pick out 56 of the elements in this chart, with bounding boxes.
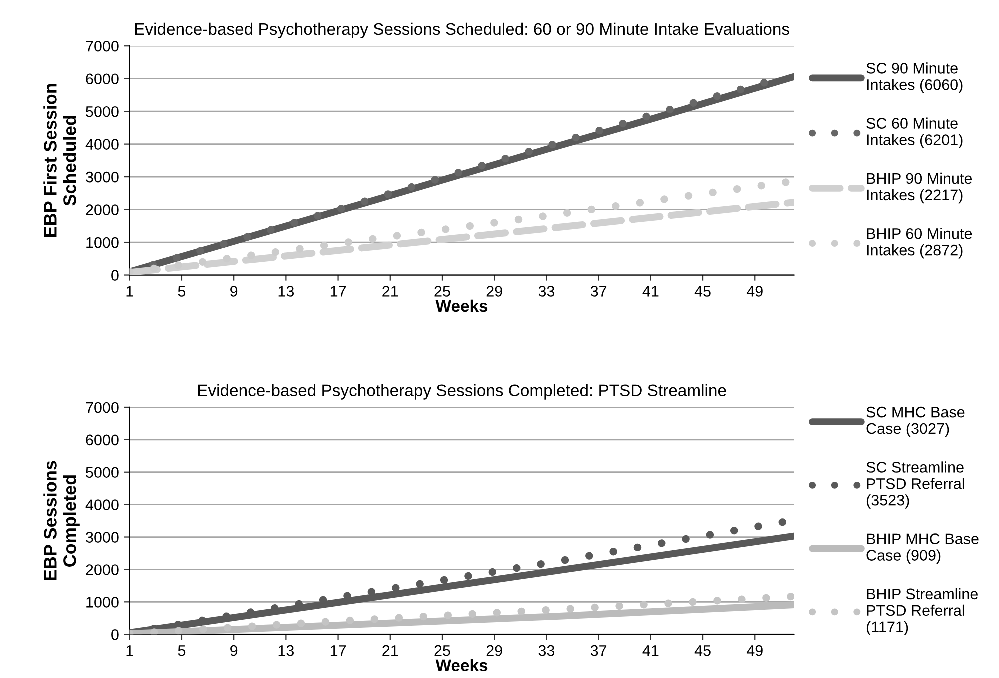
- y-tick-label: 6000: [86, 434, 119, 446]
- x-tick-label: 17: [330, 286, 346, 297]
- y-tick-label: 4000: [86, 139, 119, 150]
- x-tick-label: 33: [538, 286, 555, 297]
- legend-label: BHIP 60 Minute Intakes (2872): [867, 228, 972, 259]
- x-tick-label: 49: [746, 645, 763, 656]
- x-axis-title: Weeks: [436, 300, 488, 312]
- y-tick-label: 7000: [86, 40, 119, 52]
- y-tick-label: 3000: [86, 172, 119, 183]
- x-tick-label: 37: [590, 286, 607, 297]
- x-tick-label: 37: [590, 645, 607, 656]
- x-tick-label: 45: [694, 286, 711, 297]
- x-axis-title: Weeks: [436, 659, 488, 672]
- x-tick-label: 41: [642, 646, 659, 656]
- x-tick-label: 9: [230, 645, 238, 656]
- y-tick-label: 7000: [86, 402, 119, 414]
- y-tick-label: 0: [112, 270, 119, 281]
- y-axis-title: EBP Sessions Completed: [44, 461, 80, 580]
- x-tick-label: 5: [178, 286, 186, 297]
- x-tick-label: 29: [486, 286, 502, 297]
- y-axis-title: EBP First Session Scheduled: [44, 84, 76, 238]
- x-tick-label: 9: [230, 286, 238, 297]
- x-tick-label: 29: [486, 645, 502, 656]
- y-tick-label: 2000: [86, 204, 119, 216]
- legend-label: BHIP Streamline PTSD Referral (1171): [866, 588, 978, 636]
- x-tick-label: 13: [278, 286, 294, 297]
- y-tick-label: 6000: [86, 74, 119, 85]
- y-tick-label: 1000: [86, 237, 119, 248]
- x-tick-label: 49: [746, 286, 763, 297]
- legend-label: BHIP MHC Base Case (909): [866, 534, 979, 564]
- y-tick-label: 5000: [86, 467, 119, 478]
- y-tick-label: 0: [112, 629, 119, 640]
- x-tick-label: 13: [278, 645, 294, 656]
- legend-label: SC Streamline PTSD Referral (3523): [866, 462, 964, 509]
- legend-label: SC 90 Minute Intakes (6060): [866, 62, 963, 94]
- x-tick-label: 25: [434, 645, 450, 656]
- x-tick-label: 17: [330, 646, 346, 656]
- x-tick-label: 45: [694, 646, 711, 656]
- x-tick-label: 25: [434, 286, 450, 297]
- x-tick-label: 21: [382, 645, 398, 656]
- x-tick-label: 5: [178, 646, 186, 656]
- x-tick-label: 1: [126, 286, 134, 297]
- x-tick-label: 33: [538, 645, 555, 656]
- chart-title: Evidence-based Psychotherapy Sessions Completed: PTSD Streamline: [198, 384, 726, 400]
- y-tick-label: 5000: [86, 106, 119, 118]
- x-tick-label: 1: [126, 646, 134, 656]
- chart-title: Evidence-based Psychotherapy Sessions Scheduled: 60 or 90 Minute Intake Evaluations: [135, 22, 790, 38]
- y-tick-label: 1000: [86, 597, 119, 608]
- y-tick-label: 3000: [86, 532, 119, 543]
- x-tick-label: 41: [642, 286, 659, 297]
- y-tick-label: 4000: [86, 500, 119, 511]
- y-tick-label: 2000: [86, 564, 119, 576]
- legend-label: SC 60 Minute Intakes (6201): [866, 118, 963, 148]
- x-tick-label: 21: [382, 286, 398, 297]
- legend-label: BHIP 90 Minute Intakes (2217): [867, 172, 972, 204]
- legend-label: SC MHC Base Case (3027): [866, 406, 965, 438]
